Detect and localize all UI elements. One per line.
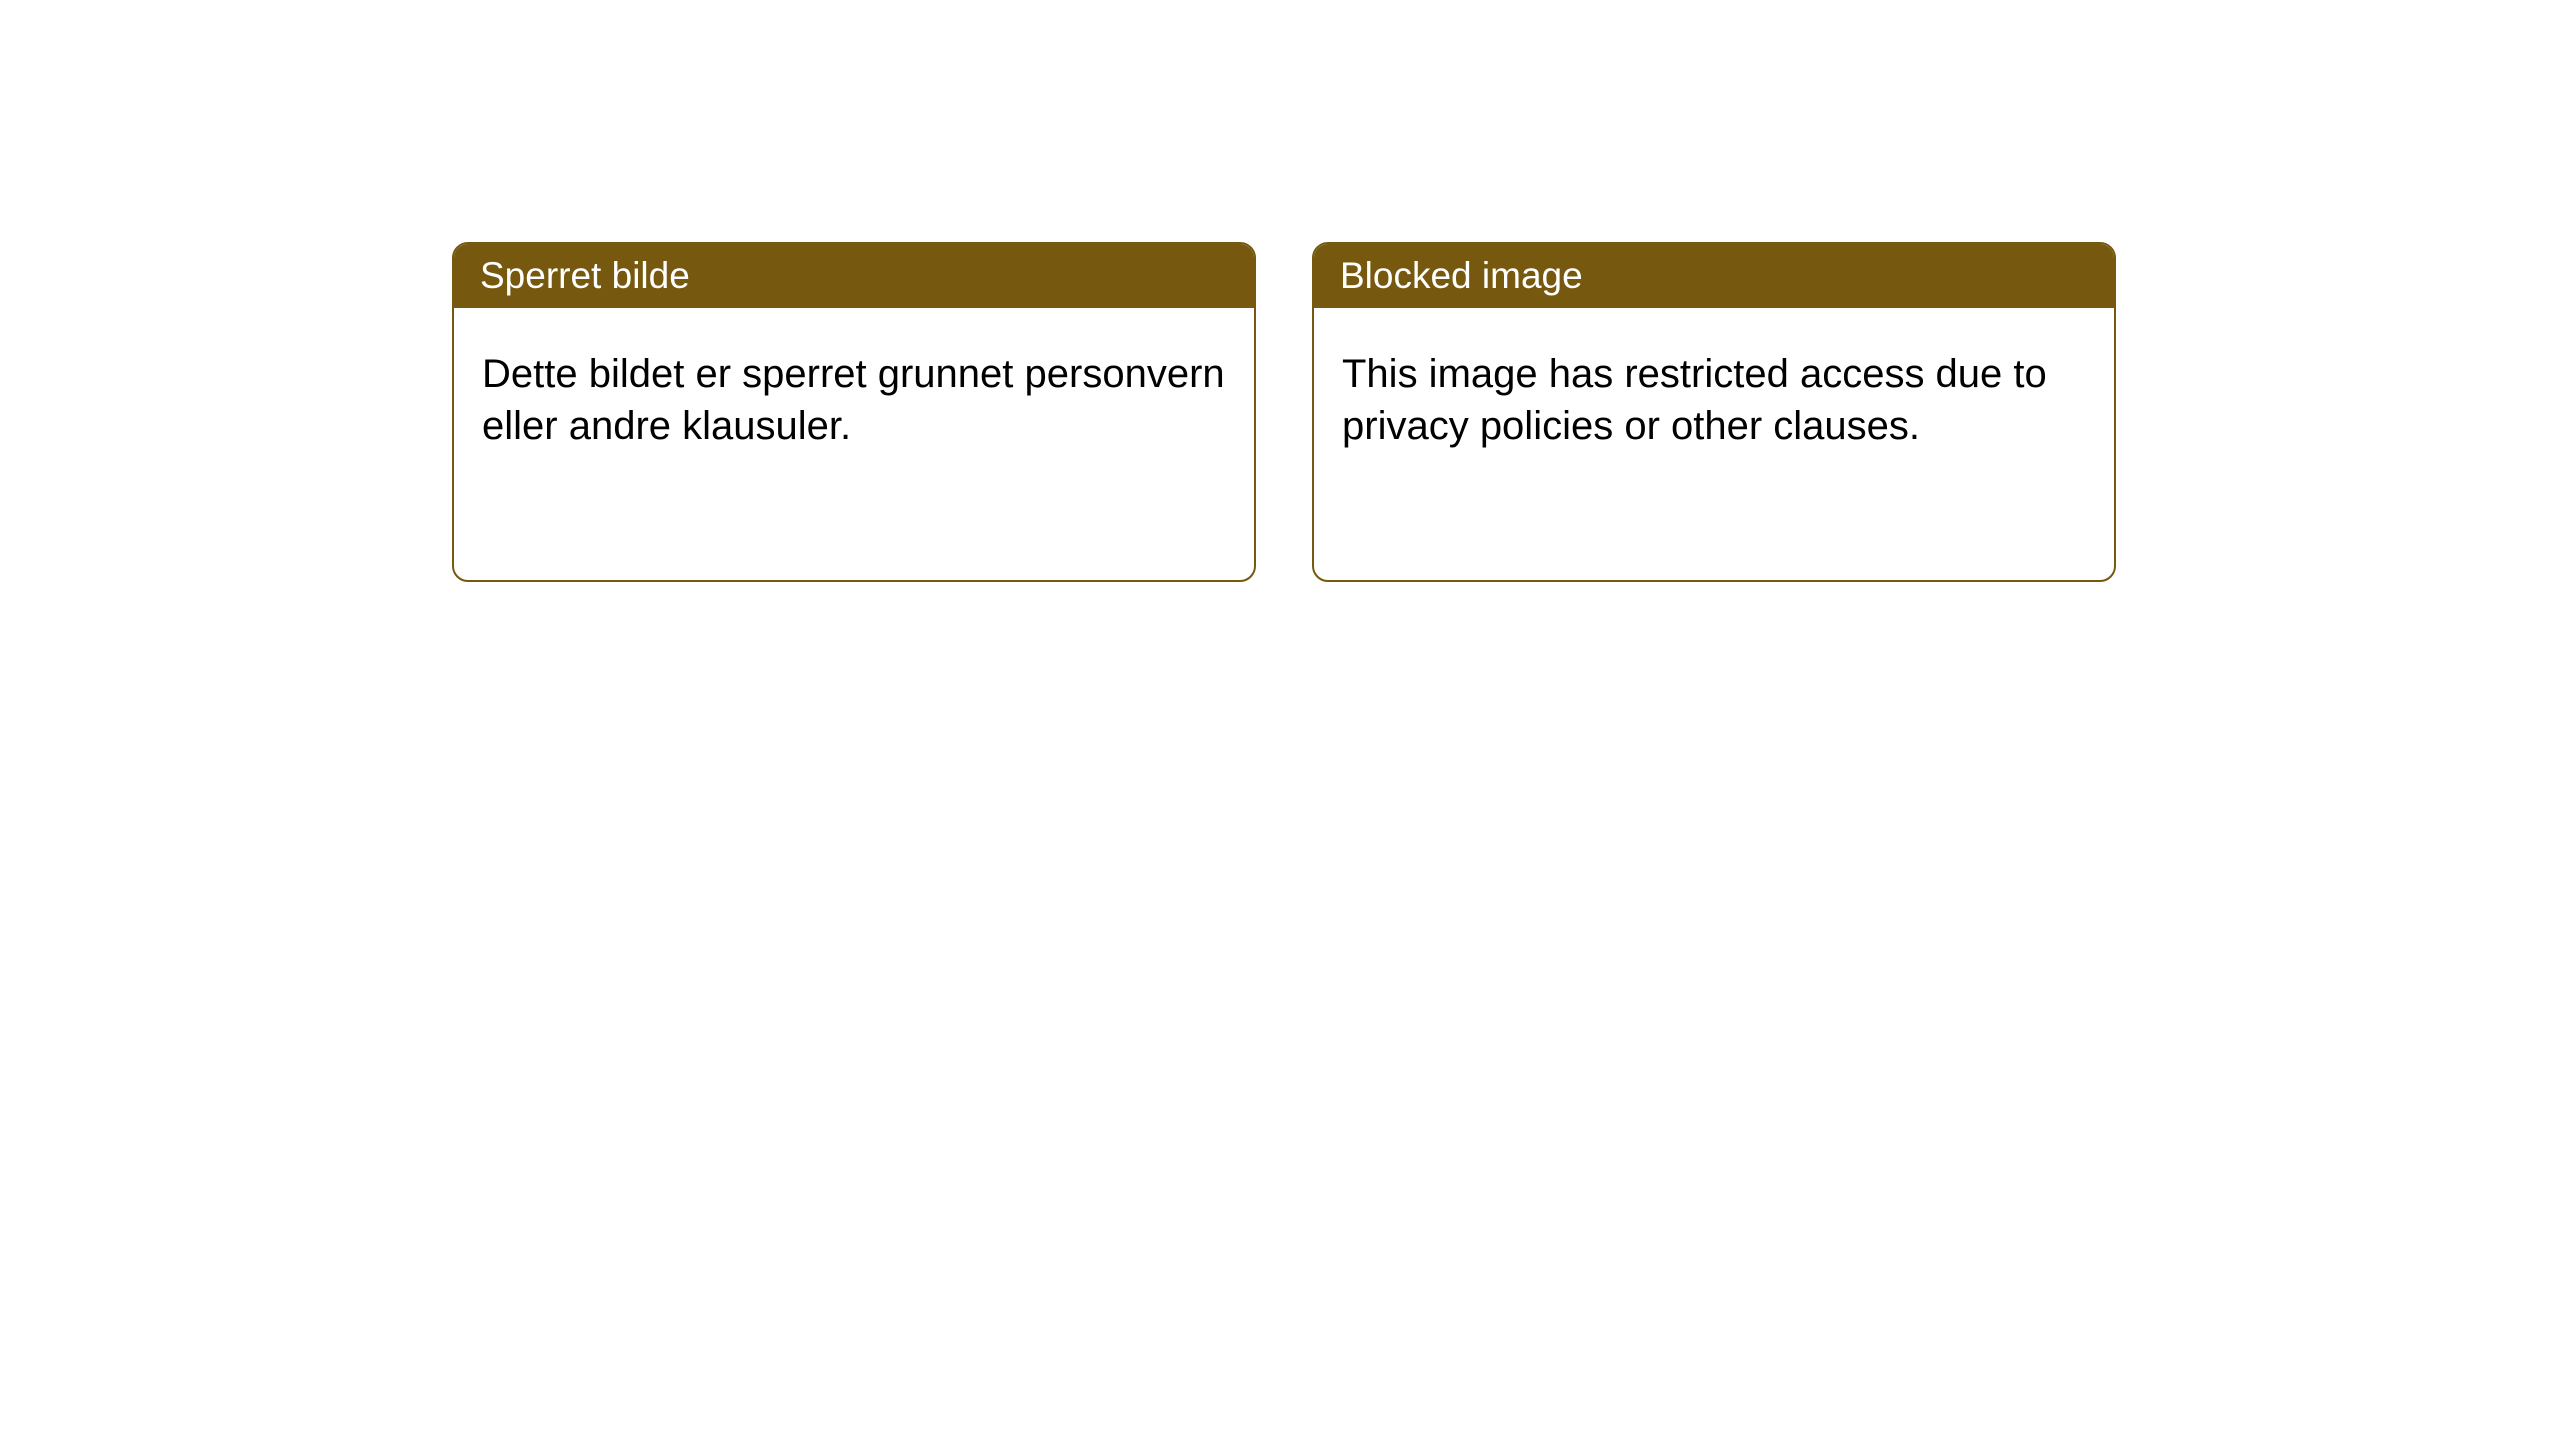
card-body-text-no: Dette bildet er sperret grunnet personve… [482, 352, 1225, 448]
blocked-image-card-no: Sperret bilde Dette bildet er sperret gr… [452, 242, 1256, 582]
card-body-no: Dette bildet er sperret grunnet personve… [454, 308, 1254, 580]
card-header-en: Blocked image [1314, 244, 2114, 308]
card-header-text-en: Blocked image [1340, 255, 1583, 296]
card-body-en: This image has restricted access due to … [1314, 308, 2114, 580]
notice-container: Sperret bilde Dette bildet er sperret gr… [0, 0, 2560, 582]
blocked-image-card-en: Blocked image This image has restricted … [1312, 242, 2116, 582]
card-body-text-en: This image has restricted access due to … [1342, 352, 2047, 448]
card-header-text-no: Sperret bilde [480, 255, 690, 296]
card-header-no: Sperret bilde [454, 244, 1254, 308]
